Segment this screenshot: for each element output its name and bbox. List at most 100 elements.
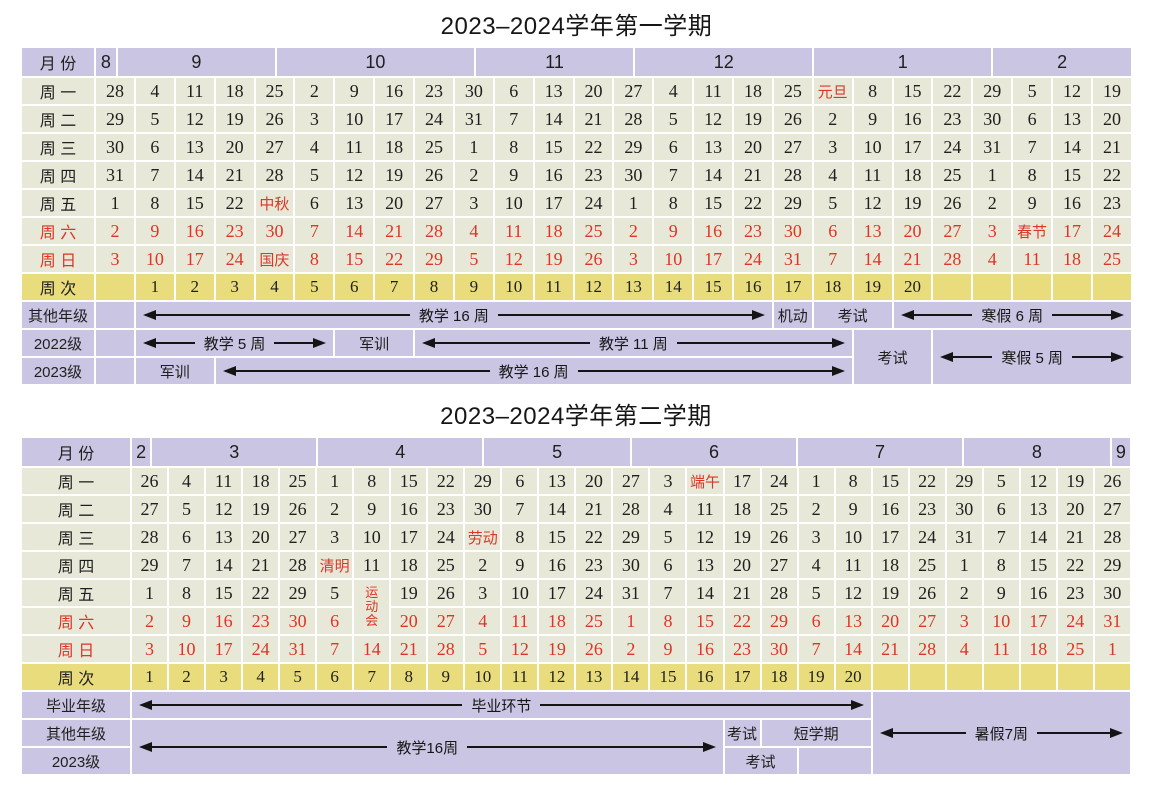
day-cell: 1 [132, 580, 168, 606]
day-cell: 18 [539, 608, 575, 634]
week-number-cell: 9 [428, 664, 464, 690]
day-cell: 14 [1053, 134, 1091, 160]
day-cell: 22 [576, 524, 612, 550]
day-cell: 12 [175, 106, 214, 132]
day-cell: 10 [169, 636, 205, 662]
arrow-label: 寒假 6 周 [981, 307, 1044, 325]
day-cell: 6 [983, 496, 1019, 522]
day-cell: 17 [1020, 608, 1056, 634]
day-cell: 10 [853, 134, 892, 160]
day-cell: 5 [465, 636, 501, 662]
day-cell: 30 [96, 134, 134, 160]
day-cell: 18 [1020, 636, 1056, 662]
day-cell: 28 [1094, 524, 1130, 550]
day-cell: 22 [428, 468, 464, 494]
day-cell: 27 [132, 496, 168, 522]
day-cell: 3 [650, 468, 686, 494]
day-cell: 25 [574, 218, 613, 244]
day-cell: 21 [1092, 134, 1131, 160]
day-cell: 14 [835, 636, 871, 662]
day-cell: 8 [853, 78, 892, 104]
day-cell: 25 [428, 552, 464, 578]
day-cell: 8 [169, 580, 205, 606]
month-strip-inner: 8 9 10 11 12 1 2 [96, 48, 1131, 76]
day-cell: 1 [454, 134, 493, 160]
day-cell: 20 [734, 134, 772, 160]
day-cell: 29 [415, 246, 453, 272]
day-cell: 26 [280, 496, 316, 522]
weekday-row: 周 五 1 8 15 22 29 5 运 动 会 19 26 3 10 17 24 31 7 14 21 28 5 12… [22, 580, 1130, 634]
week-number-cell: 18 [813, 274, 852, 300]
day-cell: 18 [724, 496, 760, 522]
day-cell: 3 [614, 246, 653, 272]
day-cell: 15 [539, 524, 575, 550]
day-cell: 12 [494, 246, 533, 272]
day-cell: 12 [206, 496, 242, 522]
double-arrow: 暑假7周 [873, 692, 1130, 774]
day-cell: 1 [946, 552, 982, 578]
day-cell: 23 [724, 636, 760, 662]
day-cell: 9 [354, 496, 390, 522]
week-number-cell: 15 [650, 664, 686, 690]
day-cell: 24 [215, 246, 254, 272]
day-cell: 1 [613, 608, 649, 634]
sports-meet-cell: 运 动 会 [354, 580, 390, 634]
day-cell: 18 [391, 552, 427, 578]
week-row-label: 周 次 [22, 274, 94, 300]
day-cell: 19 [391, 580, 427, 606]
day-cell: 29 [973, 78, 1012, 104]
day-cell: 31 [773, 246, 812, 272]
day-cell: 30 [255, 218, 294, 244]
day-cell: 18 [375, 134, 413, 160]
day-cell: 31 [454, 106, 493, 132]
day-cell: 15 [893, 78, 932, 104]
day-cell: 31 [280, 636, 316, 662]
day-cell: 27 [428, 608, 464, 634]
month-cell: 8 [964, 438, 1110, 466]
schedule-text-cell: 军训 [335, 330, 413, 356]
day-cell: 23 [576, 552, 612, 578]
schedule-row-label: 其他年级 [22, 720, 130, 746]
day-cell: 1 [798, 468, 834, 494]
week-number-cell: 14 [613, 664, 649, 690]
day-cell: 21 [391, 636, 427, 662]
week-number-cell: 13 [576, 664, 612, 690]
day-cell: 1 [614, 190, 653, 216]
schedule-arrow-cell: 教学 11 周 [415, 330, 852, 356]
day-cell: 23 [1057, 580, 1093, 606]
day-cell: 27 [255, 134, 294, 160]
week-number-cell: 1 [132, 664, 168, 690]
day-cell: 6 [654, 134, 693, 160]
day-cell: 31 [973, 134, 1012, 160]
day-cell: 24 [933, 134, 972, 160]
week-number-cell [983, 664, 1019, 690]
day-cell: 10 [354, 524, 390, 550]
day-cell: 3 [96, 246, 134, 272]
arrow-line [540, 704, 851, 706]
day-cell: 15 [335, 246, 374, 272]
day-cell: 26 [576, 636, 612, 662]
day-cell: 2 [973, 190, 1012, 216]
day-cell: 7 [295, 218, 334, 244]
day-cell: 19 [872, 580, 908, 606]
day-cell: 3 [465, 580, 501, 606]
day-cell: 18 [734, 78, 772, 104]
day-cell: 26 [933, 190, 972, 216]
double-arrow: 教学 16 周 [136, 302, 772, 328]
week-number-cell [1053, 274, 1091, 300]
day-cell: 18 [215, 78, 254, 104]
day-cell: 29 [946, 468, 982, 494]
day-cell: 21 [215, 162, 254, 188]
day-cell: 21 [1057, 524, 1093, 550]
schedule-row: 其他年级 教学 16 周 机动 考试 寒假 6 周 [22, 302, 1131, 328]
day-cell: 10 [494, 190, 533, 216]
day-cell: 15 [391, 468, 427, 494]
arrow-line [892, 732, 966, 734]
day-cell: 7 [813, 246, 852, 272]
day-cell: 28 [428, 636, 464, 662]
day-cell: 6 [650, 552, 686, 578]
arrow-left-head-icon [142, 338, 156, 348]
arrow-left-head-icon [222, 366, 236, 376]
weekday-row: 周 五 1 8 15 22 中秋 6 13 20 27 3 10 17 24 1 8 15 22 29 5 12 19 26… [22, 190, 1131, 216]
